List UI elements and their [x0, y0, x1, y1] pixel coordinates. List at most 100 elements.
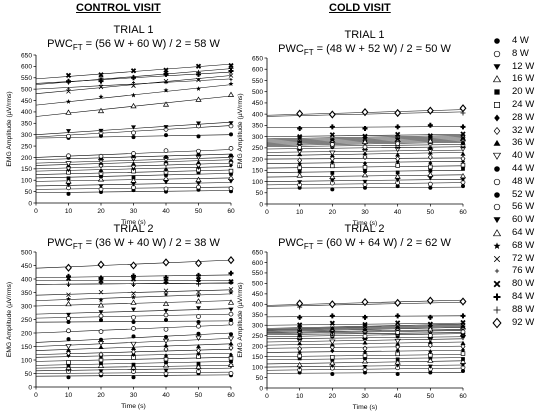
data-point — [427, 333, 433, 338]
data-point — [460, 343, 466, 350]
series-68w — [35, 81, 234, 106]
data-point — [228, 65, 234, 71]
series-28w — [266, 347, 465, 355]
data-point — [330, 159, 335, 165]
x-tick-label: 10 — [296, 209, 304, 216]
data-point — [328, 110, 336, 119]
data-point — [66, 350, 71, 357]
legend-marker-icon — [493, 178, 501, 185]
data-point — [461, 141, 465, 146]
data-point — [196, 148, 201, 154]
data-point — [66, 89, 71, 94]
formula-pwc: PWC — [47, 237, 73, 249]
data-point — [195, 176, 202, 182]
series-92w — [35, 255, 235, 272]
series-64w — [35, 298, 235, 308]
data-point — [65, 344, 72, 350]
legend-item: 72 W — [490, 253, 548, 265]
legend-item: 8 W — [490, 48, 548, 60]
data-point — [362, 321, 368, 328]
data-point — [330, 326, 334, 330]
data-point — [227, 299, 235, 305]
y-axis-label: EMG Amplitude (µV/rms) — [237, 93, 244, 168]
data-point — [394, 359, 401, 365]
data-point — [460, 151, 466, 156]
data-point — [329, 339, 336, 345]
x-tick-label: 10 — [296, 393, 304, 400]
formula-pwc: PWC — [278, 237, 304, 249]
x-tick-label: 20 — [329, 209, 337, 216]
data-point — [362, 133, 368, 139]
data-point — [362, 365, 368, 370]
y-tick-label: 250 — [21, 317, 32, 324]
legend-label: 8 W — [512, 47, 529, 59]
y-tick-label: 350 — [252, 123, 263, 130]
data-point — [297, 356, 302, 361]
data-point — [66, 292, 71, 298]
x-tick-label: 20 — [329, 393, 337, 400]
y-tick-label: 300 — [21, 303, 32, 310]
y-tick-label: 500 — [21, 249, 32, 256]
data-point — [195, 96, 202, 102]
data-point — [99, 84, 103, 88]
y-tick-label: 100 — [252, 364, 263, 371]
data-point — [131, 125, 136, 130]
series-20w — [35, 359, 233, 368]
legend-marker-icon — [492, 75, 502, 83]
formula-ft: FT — [303, 48, 314, 58]
legend-item: 28 W — [490, 112, 548, 124]
y-tick-label: 400 — [21, 276, 32, 283]
legend-label: 76 W — [512, 265, 535, 277]
data-point — [163, 186, 169, 192]
data-point — [427, 137, 434, 144]
series-16w — [35, 174, 235, 184]
series-20w — [266, 166, 465, 175]
legend-label: 44 W — [512, 163, 535, 174]
data-point — [164, 133, 168, 138]
data-point — [361, 358, 369, 364]
data-point — [131, 291, 136, 296]
legend-label: 40 W — [512, 150, 535, 162]
data-point — [130, 261, 137, 270]
legend-label: 64 W — [512, 227, 535, 238]
data-point — [98, 310, 104, 315]
data-point — [130, 364, 137, 370]
data-point — [97, 302, 105, 308]
data-point — [196, 272, 201, 278]
data-point — [131, 135, 136, 140]
data-point — [329, 330, 335, 336]
data-point — [196, 361, 201, 366]
x-tick-label: 0 — [265, 209, 269, 216]
cold-trial2-chart: 0 50 100 150 200 250 300 350 400 450 500 550 600 650 0… — [237, 249, 467, 411]
data-point — [229, 359, 233, 364]
data-point — [97, 107, 105, 114]
data-point — [131, 345, 136, 351]
series-84w — [266, 122, 466, 132]
data-point — [131, 326, 136, 331]
legend-marker-icon — [493, 217, 501, 224]
data-point — [329, 178, 335, 183]
data-point — [460, 155, 466, 162]
data-point — [329, 173, 336, 180]
data-point — [163, 70, 169, 76]
data-point — [229, 153, 233, 158]
x-tick-label: 20 — [97, 392, 105, 399]
data-point — [131, 130, 136, 136]
cold-trial2-title: TRIAL 2 — [344, 223, 385, 235]
data-point — [228, 62, 234, 69]
x-tick-label: 60 — [459, 209, 467, 216]
data-point — [196, 170, 201, 175]
data-point — [363, 349, 367, 355]
data-point — [131, 151, 136, 156]
legend-marker-icon — [493, 140, 501, 147]
data-point — [229, 132, 233, 137]
data-point — [99, 168, 103, 174]
data-point — [163, 346, 169, 353]
data-point — [66, 182, 71, 188]
series-88w — [35, 65, 234, 85]
legend-label: 32 W — [512, 124, 535, 136]
data-point — [428, 370, 433, 375]
data-point — [65, 300, 72, 307]
formula-pwc: PWC — [47, 38, 73, 50]
data-point — [460, 340, 466, 345]
